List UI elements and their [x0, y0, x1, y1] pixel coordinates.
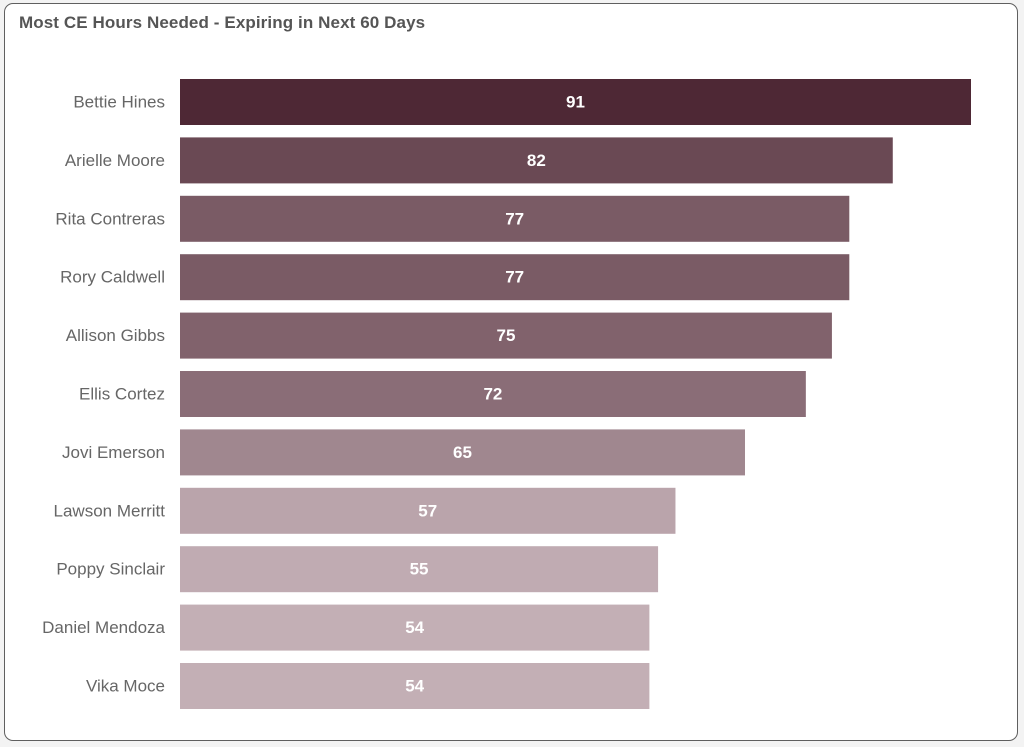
bar[interactable] [180, 137, 893, 184]
bar-row: Rory Caldwell 77 [60, 254, 850, 301]
bar[interactable] [180, 79, 971, 125]
chart-card: Most CE Hours Needed - Expiring in Next … [4, 3, 1018, 741]
category-label: Ellis Cortez [79, 385, 165, 404]
data-label: 72 [483, 385, 502, 404]
category-label: Rory Caldwell [60, 268, 165, 287]
bar[interactable] [180, 546, 659, 593]
bar-row: Daniel Mendoza 54 [42, 604, 650, 651]
data-label: 77 [505, 268, 524, 287]
bar-row: Poppy Sinclair 55 [56, 546, 659, 593]
data-label: 65 [453, 443, 472, 462]
bar-row: Bettie Hines 91 [73, 79, 971, 125]
data-label: 75 [497, 326, 516, 345]
category-label: Lawson Merritt [54, 501, 166, 520]
bar-row: Allison Gibbs 75 [66, 312, 832, 359]
bar-row: Rita Contreras 77 [55, 195, 850, 242]
category-label: Rita Contreras [55, 209, 165, 228]
data-label: 77 [505, 209, 524, 228]
category-label: Poppy Sinclair [56, 560, 165, 579]
data-label: 54 [405, 618, 424, 637]
category-label: Vika Moce [86, 677, 165, 696]
data-label: 57 [418, 501, 437, 520]
bar[interactable] [180, 371, 806, 417]
bar[interactable] [180, 254, 850, 301]
bar[interactable] [180, 195, 850, 242]
data-label: 91 [566, 93, 585, 112]
data-label: 55 [410, 560, 429, 579]
bar[interactable] [180, 312, 832, 359]
chart-title: Most CE Hours Needed - Expiring in Next … [19, 13, 426, 32]
bar-row: Lawson Merritt 57 [54, 487, 676, 534]
category-label: Allison Gibbs [66, 326, 165, 345]
category-label: Bettie Hines [73, 93, 165, 112]
bar-row: Vika Moce 54 [86, 663, 650, 709]
bar[interactable] [180, 487, 676, 534]
bar-row: Jovi Emerson 65 [62, 429, 745, 476]
bar[interactable] [180, 604, 650, 651]
data-label: 82 [527, 151, 546, 170]
bar-row: Arielle Moore 82 [65, 137, 893, 184]
category-label: Daniel Mendoza [42, 618, 165, 637]
category-label: Arielle Moore [65, 151, 165, 170]
category-label: Jovi Emerson [62, 443, 165, 462]
data-label: 54 [405, 677, 424, 696]
bar-row: Ellis Cortez 72 [79, 371, 806, 417]
bar-chart: Bettie Hines 91 Arielle Moore 82 Rita Contre… [42, 79, 971, 709]
bar[interactable] [180, 429, 745, 476]
bar[interactable] [180, 663, 650, 709]
